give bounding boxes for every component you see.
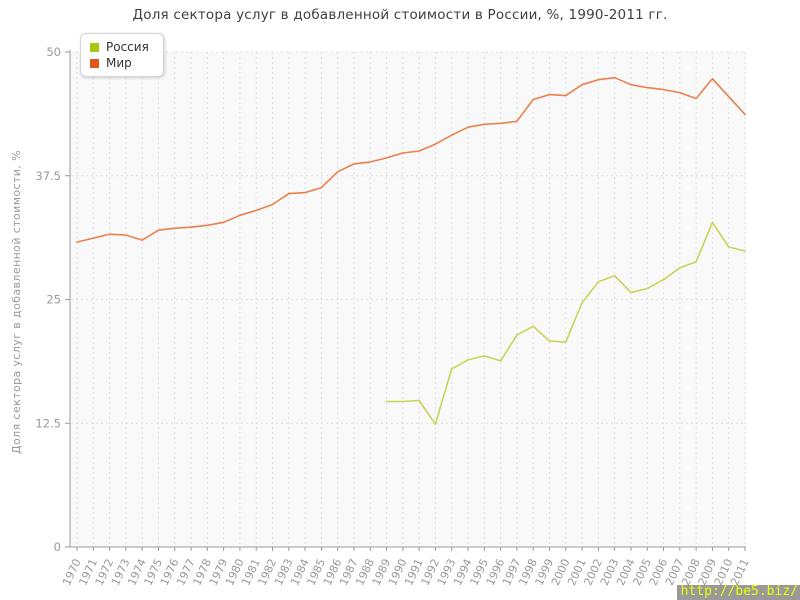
gridlines [71,51,746,546]
watermark-link[interactable]: http://be5.biz/ [676,585,800,600]
russia-series-swatch-icon [90,42,99,52]
x-tick-labels: 1970197119721973197419751976197719781979… [60,557,752,588]
legend-label-russia: Россия [106,40,149,54]
legend: Россия Мир [80,33,164,77]
y-tick-labels: 0 12.5 25 37.5 50 [35,45,61,554]
legend-item-mir: Мир [90,55,149,71]
series-line-russia [385,221,746,426]
mir-series-swatch-icon [90,58,99,68]
series-line-mir [76,76,746,243]
svg-text:50: 50 [46,45,61,59]
chart-title: Доля сектора услуг в добавленной стоимос… [132,7,668,23]
svg-text:37.5: 37.5 [35,169,61,183]
svg-text:12.5: 12.5 [35,416,61,430]
axes [65,50,746,551]
svg-text:25: 25 [46,293,61,307]
legend-label-mir: Мир [106,56,132,70]
svg-text:0: 0 [54,540,61,554]
legend-item-russia: Россия [90,39,149,55]
